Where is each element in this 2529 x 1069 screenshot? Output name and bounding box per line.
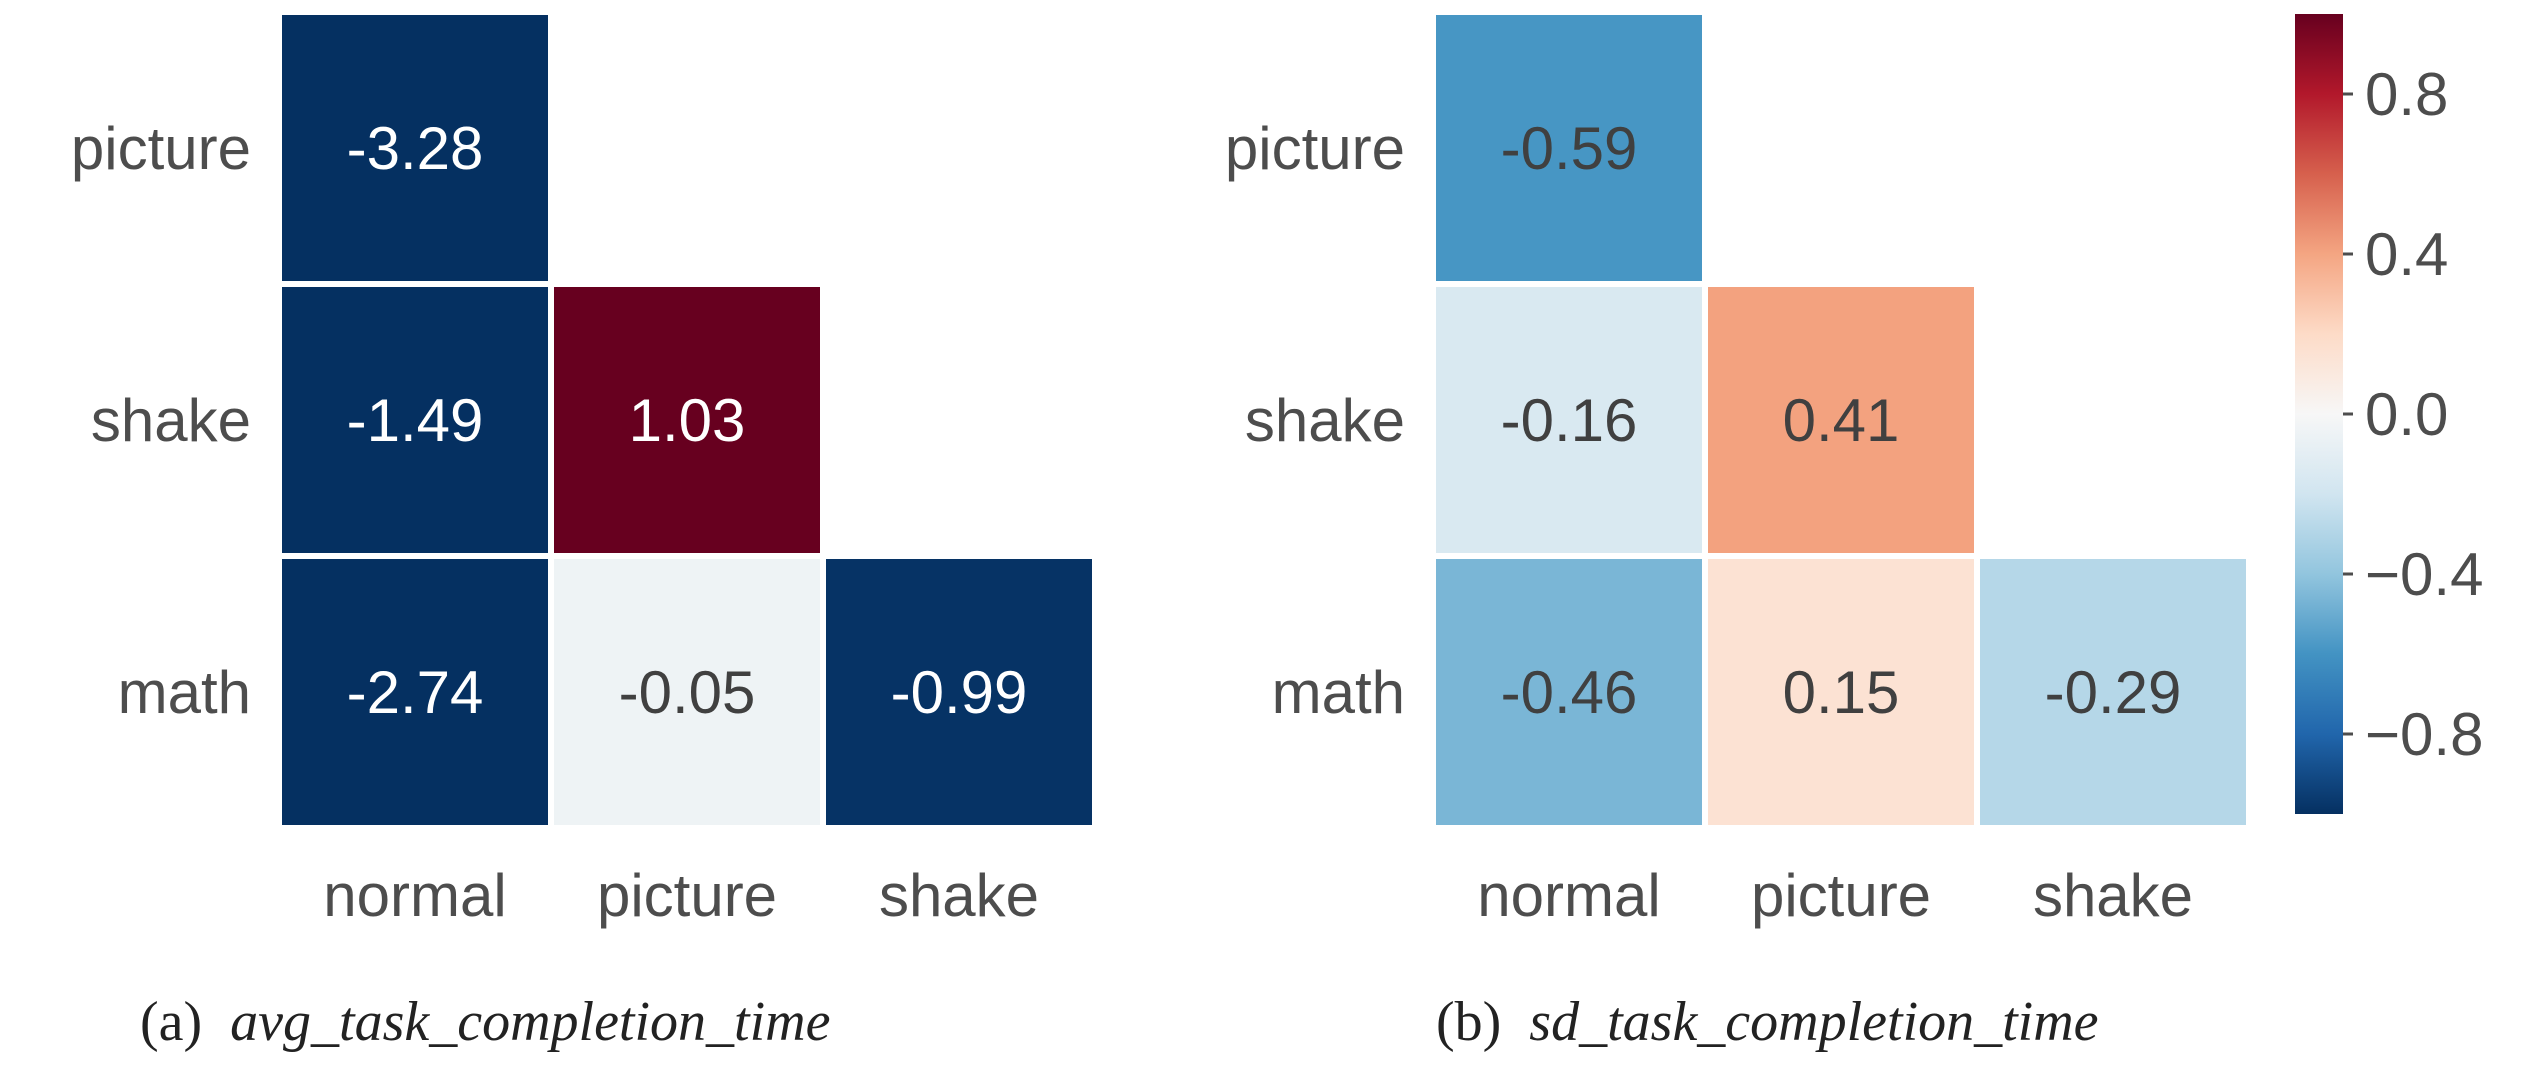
heatmap-cell: [282, 287, 548, 553]
heatmap-cell: [554, 559, 820, 825]
cell-value-label: -0.05: [619, 659, 756, 726]
caption-a: (a) avg_task_completion_time: [140, 991, 830, 1053]
x-tick-label: normal: [1477, 862, 1660, 929]
colorbar-tick-label: 0.4: [2365, 221, 2448, 288]
colorbar: 0.8 0.4 0.0 −0.4 −0.8: [2295, 14, 2483, 814]
y-tick-label: picture: [71, 115, 251, 182]
cell-value-label: -0.29: [2045, 659, 2182, 726]
heatmap-cell: [1708, 287, 1974, 553]
heatmap-cell: [554, 287, 820, 553]
heatmap-cell: [1436, 559, 1702, 825]
colorbar-tick-label: −0.4: [2365, 541, 2483, 608]
colorbar-gradient: [2295, 14, 2343, 814]
colorbar-ticks: 0.8 0.4 0.0 −0.4 −0.8: [2343, 61, 2483, 768]
y-tick-label: shake: [1245, 387, 1405, 454]
cell-value-label: -2.74: [347, 659, 484, 726]
heatmap-cell: [826, 559, 1092, 825]
heatmap-cell: [1980, 559, 2246, 825]
caption-b: (b) sd_task_completion_time: [1436, 991, 2099, 1053]
caption-b-name: sd_task_completion_time: [1529, 991, 2098, 1053]
y-tick-label: shake: [91, 387, 251, 454]
heatmap-panel-a: -3.28 -1.49 1.03 -2.74 -0.05 -0.99 picture shak…: [71, 15, 1092, 929]
colorbar-tick-label: 0.8: [2365, 61, 2448, 128]
y-tick-label: picture: [1225, 115, 1405, 182]
x-tick-label: picture: [597, 862, 777, 929]
x-tick-label: picture: [1751, 862, 1931, 929]
x-tick-label: shake: [879, 862, 1039, 929]
cell-value-label: 0.41: [1783, 387, 1900, 454]
cell-value-label: -0.16: [1501, 387, 1638, 454]
caption-a-label: (a): [140, 991, 202, 1053]
cell-value-label: -0.99: [891, 659, 1028, 726]
x-tick-label: shake: [2033, 862, 2193, 929]
heatmap-cell: [1436, 287, 1702, 553]
cell-value-label: -0.46: [1501, 659, 1638, 726]
cell-value-label: 0.15: [1783, 659, 1900, 726]
heatmap-cell: [1708, 559, 1974, 825]
caption-a-name: avg_task_completion_time: [230, 991, 830, 1053]
heatmap-cell: [282, 15, 548, 281]
cell-value-label: -3.28: [347, 115, 484, 182]
heatmap-panel-b: -0.59 -0.16 0.41 -0.46 0.15 -0.29 picture shake…: [1225, 15, 2246, 929]
x-tick-label: normal: [323, 862, 506, 929]
y-tick-label: math: [1272, 659, 1405, 726]
cell-value-label: -0.59: [1501, 115, 1638, 182]
colorbar-tick-label: 0.0: [2365, 381, 2448, 448]
heatmap-cell: [282, 559, 548, 825]
cell-value-label: -1.49: [347, 387, 484, 454]
colorbar-tick-label: −0.8: [2365, 701, 2483, 768]
y-tick-label: math: [118, 659, 251, 726]
heatmap-cell: [1436, 15, 1702, 281]
caption-b-label: (b): [1436, 991, 1501, 1053]
cell-value-label: 1.03: [629, 387, 746, 454]
